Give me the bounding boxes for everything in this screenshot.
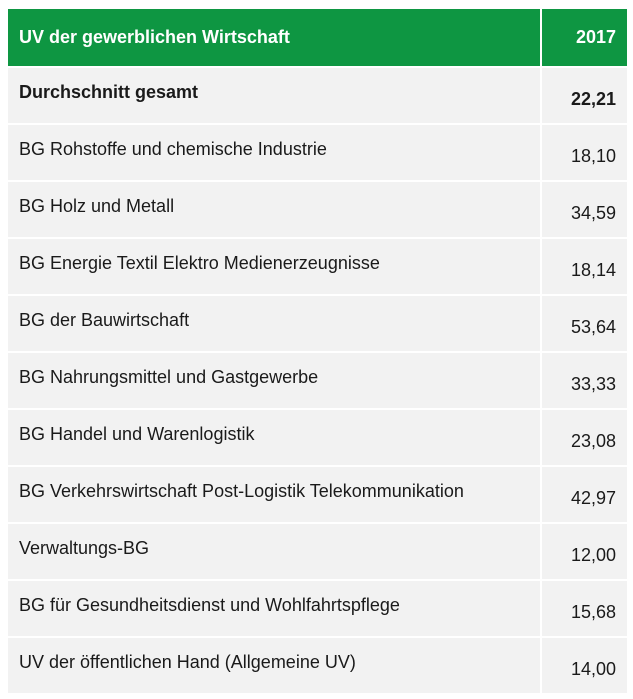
row-label: BG der Bauwirtschaft (8, 294, 542, 351)
table-row: BG Verkehrswirtschaft Post-Logistik Tele… (8, 465, 627, 522)
data-table: UV der gewerblichen Wirtschaft 2017 Durc… (8, 9, 627, 693)
table-row: BG der Bauwirtschaft 53,64 (8, 294, 627, 351)
row-label: UV der öffentlichen Hand (Allgemeine UV) (8, 636, 542, 693)
row-value: 15,68 (542, 579, 627, 636)
row-label: BG Verkehrswirtschaft Post-Logistik Tele… (8, 465, 542, 522)
table-row: BG Handel und Warenlogistik 23,08 (8, 408, 627, 465)
row-value: 12,00 (542, 522, 627, 579)
row-value: 23,08 (542, 408, 627, 465)
row-value: 42,97 (542, 465, 627, 522)
table-row: BG Holz und Metall 34,59 (8, 180, 627, 237)
table-header: UV der gewerblichen Wirtschaft 2017 (8, 9, 627, 66)
data-table-container: UV der gewerblichen Wirtschaft 2017 Durc… (8, 9, 627, 693)
table-row: BG Nahrungsmittel und Gastgewerbe 33,33 (8, 351, 627, 408)
table-row: BG für Gesundheitsdienst und Wohlfahrtsp… (8, 579, 627, 636)
table-body: Durchschnitt gesamt 22,21 BG Rohstoffe u… (8, 66, 627, 693)
table-row: Verwaltungs-BG 12,00 (8, 522, 627, 579)
row-label: BG Energie Textil Elektro Medienerzeugni… (8, 237, 542, 294)
row-value: 34,59 (542, 180, 627, 237)
row-value: 33,33 (542, 351, 627, 408)
header-year-cell: 2017 (542, 9, 627, 66)
row-label: Verwaltungs-BG (8, 522, 542, 579)
table-row: UV der öffentlichen Hand (Allgemeine UV)… (8, 636, 627, 693)
table-row: BG Energie Textil Elektro Medienerzeugni… (8, 237, 627, 294)
row-value: 18,10 (542, 123, 627, 180)
table-row-total: Durchschnitt gesamt 22,21 (8, 66, 627, 123)
row-label: BG für Gesundheitsdienst und Wohlfahrtsp… (8, 579, 542, 636)
row-value: 14,00 (542, 636, 627, 693)
row-label: BG Rohstoffe und chemische Industrie (8, 123, 542, 180)
row-label: BG Nahrungsmittel und Gastgewerbe (8, 351, 542, 408)
row-label: BG Handel und Warenlogistik (8, 408, 542, 465)
row-label: BG Holz und Metall (8, 180, 542, 237)
row-value: 18,14 (542, 237, 627, 294)
table-row: BG Rohstoffe und chemische Industrie 18,… (8, 123, 627, 180)
row-label: Durchschnitt gesamt (8, 66, 542, 123)
header-row: UV der gewerblichen Wirtschaft 2017 (8, 9, 627, 66)
header-label-cell: UV der gewerblichen Wirtschaft (8, 9, 542, 66)
row-value: 53,64 (542, 294, 627, 351)
row-value: 22,21 (542, 66, 627, 123)
